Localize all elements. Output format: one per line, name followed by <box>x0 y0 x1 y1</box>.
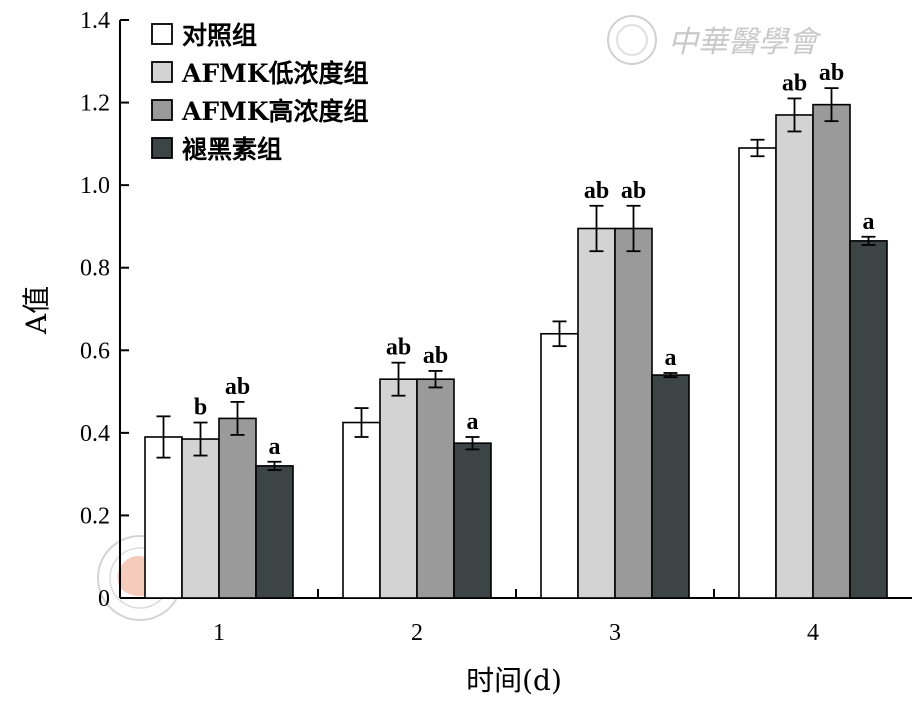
significance-label: b <box>194 395 207 421</box>
y-tick-label: 0 <box>98 586 110 612</box>
legend-label: AFMK高浓度组 <box>181 97 369 126</box>
bar <box>651 374 690 599</box>
bar <box>738 147 777 599</box>
significance-label: a <box>665 345 677 371</box>
significance-label: ab <box>386 335 411 361</box>
watermark-top-right: 中華醫學會 <box>607 15 822 65</box>
bar <box>540 332 579 599</box>
legend-label: 褪黑素组 <box>182 135 282 164</box>
significance-label: ab <box>225 374 250 400</box>
legend-swatch <box>151 99 173 121</box>
significance-label: ab <box>423 343 448 369</box>
y-tick-label: 0.4 <box>80 421 110 447</box>
legend-swatch <box>151 137 173 159</box>
watermark-text: 中華醫學會 <box>668 25 822 60</box>
bar <box>144 436 183 599</box>
bar <box>453 442 492 599</box>
bar <box>379 378 418 599</box>
y-tick-label: 1.2 <box>80 91 110 117</box>
bar <box>849 240 888 599</box>
legend-label: 对照组 <box>182 21 257 50</box>
significance-label: ab <box>584 178 609 204</box>
y-tick-label: 1.4 <box>80 8 110 34</box>
bar <box>416 378 455 599</box>
bar <box>181 438 220 599</box>
significance-label: ab <box>819 60 844 86</box>
watermark-seal-icon <box>607 15 657 65</box>
significance-label: ab <box>782 70 807 96</box>
significance-label: a <box>467 409 479 435</box>
y-axis-ticks: 0 0.2 0.4 0.6 0.8 1.0 1.2 1.4 <box>80 8 129 612</box>
bar <box>342 421 381 599</box>
x-tick-label: 1 <box>213 620 225 646</box>
legend-label: AFMK低浓度组 <box>181 59 369 88</box>
bar <box>775 114 814 599</box>
y-tick-label: 1.0 <box>80 173 110 199</box>
y-tick-label: 0.2 <box>80 503 110 529</box>
y-tick-label: 0.8 <box>80 256 110 282</box>
bar <box>218 417 257 599</box>
x-tick-label: 3 <box>609 620 621 646</box>
bar <box>614 227 653 599</box>
x-tick-label: 2 <box>411 620 423 646</box>
significance-label: a <box>269 434 281 460</box>
x-axis-title: 时间(d) <box>466 664 562 697</box>
legend-swatch <box>151 23 173 45</box>
y-axis-title: A值 <box>20 286 53 335</box>
x-tick-label: 4 <box>807 620 819 646</box>
legend-swatch <box>151 61 173 83</box>
y-tick-label: 0.6 <box>80 338 110 364</box>
significance-label: a <box>863 209 875 235</box>
bar <box>812 103 851 599</box>
bar <box>255 465 294 599</box>
bar <box>577 227 616 599</box>
x-axis-ticks: 1 2 3 4 <box>213 589 819 646</box>
significance-label: ab <box>621 178 646 204</box>
